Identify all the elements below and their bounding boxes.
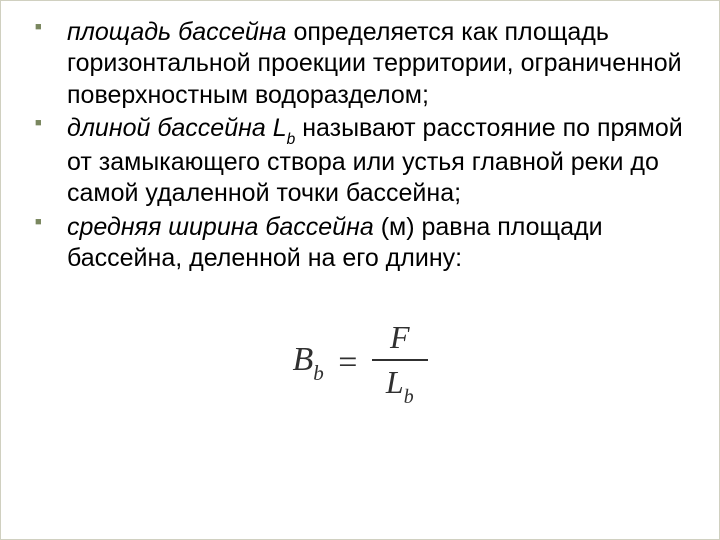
equals-sign: = — [332, 344, 363, 382]
list-item: длиной бассейна Lb называют расстояние п… — [33, 113, 687, 210]
denominator: Lb — [372, 361, 428, 406]
fraction: F Lb — [372, 319, 428, 406]
term-text: длиной бассейна Lb — [67, 114, 295, 142]
bullet-list: площадь бассейна определяется как площад… — [33, 17, 687, 274]
term-text: средняя ширина бассейна — [67, 213, 374, 241]
formula: Bb = F Lb — [292, 319, 427, 406]
term-text: площадь бассейна — [67, 18, 287, 46]
numerator: F — [372, 319, 428, 361]
slide-content: площадь бассейна определяется как площад… — [1, 1, 719, 407]
denom-sub: b — [404, 386, 414, 408]
formula-lhs-sub: b — [313, 361, 324, 385]
formula-region: Bb = F Lb — [33, 319, 687, 406]
list-item: площадь бассейна определяется как площад… — [33, 17, 687, 111]
formula-lhs: Bb — [292, 341, 323, 384]
list-item: средняя ширина бассейна (м) равна площад… — [33, 212, 687, 275]
term-subscript: b — [287, 131, 296, 148]
